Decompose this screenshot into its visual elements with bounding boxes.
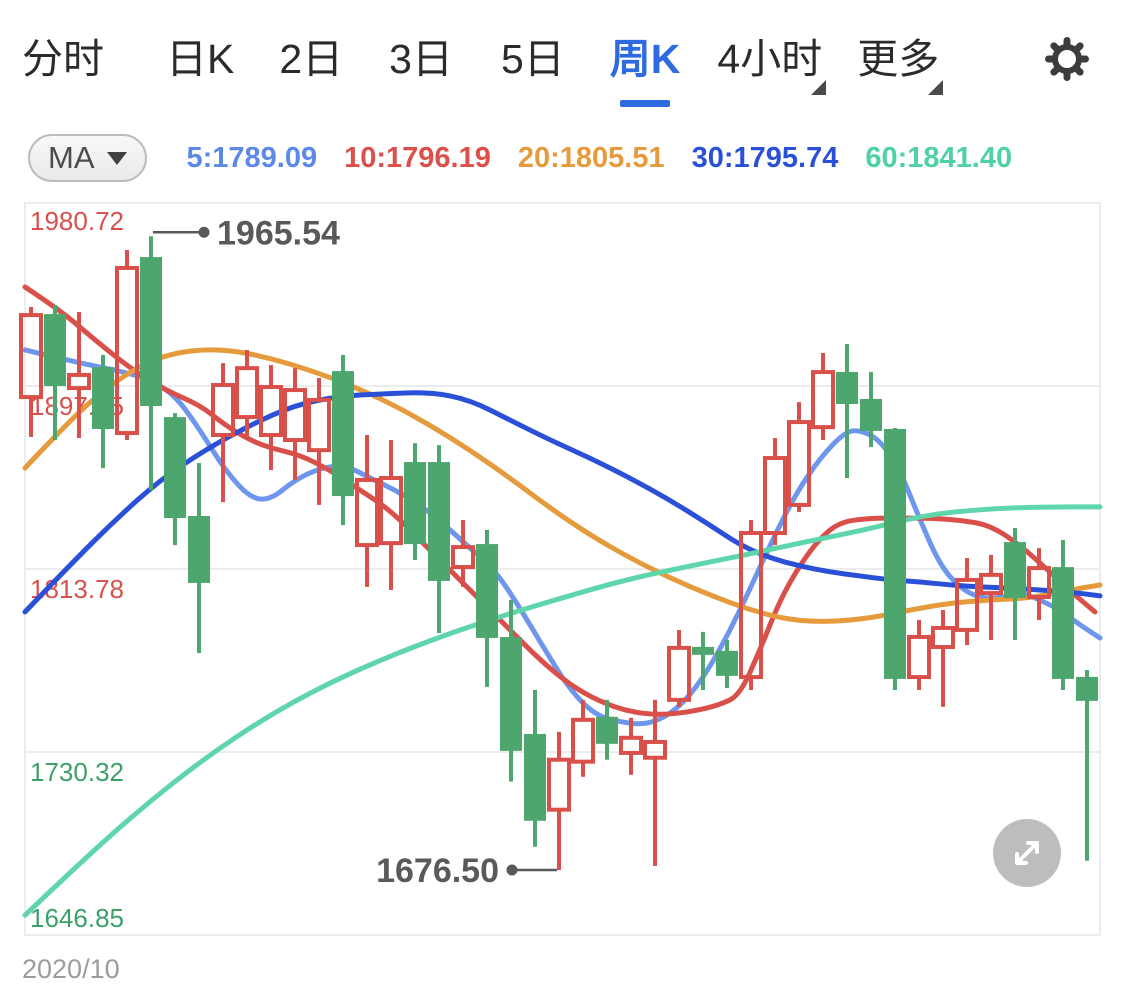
candle-body-up bbox=[283, 388, 307, 443]
high-annotation-label: 1965.54 bbox=[217, 214, 340, 252]
caret-down-icon bbox=[106, 151, 127, 165]
candle-body-down bbox=[1052, 567, 1074, 679]
chart-period-tabs: 分时 日K 2日 3日 5日 周K 4小时 更多 bbox=[0, 0, 1125, 118]
candle-body-down bbox=[692, 646, 714, 655]
candle-body-up bbox=[979, 572, 1003, 596]
candle-body-down bbox=[44, 314, 66, 387]
candle-body-up bbox=[379, 475, 403, 546]
ma20-line bbox=[22, 347, 1103, 624]
tab-minute[interactable]: 分时 bbox=[22, 31, 104, 87]
candle-body-down bbox=[164, 417, 186, 519]
candle-body-up bbox=[451, 545, 475, 569]
tab-label: 3日 bbox=[389, 36, 453, 82]
candle-body-down bbox=[500, 637, 522, 751]
candle-body-up bbox=[211, 383, 235, 438]
ma30-value: 30:1795.74 bbox=[691, 141, 839, 174]
expand-arrows-icon bbox=[1015, 841, 1039, 865]
tab-label: 5日 bbox=[500, 36, 565, 82]
tab-label: 更多 bbox=[857, 36, 940, 82]
tab-3day[interactable]: 3日 bbox=[389, 31, 453, 87]
candle-body-up bbox=[931, 625, 955, 650]
candle-body-up bbox=[307, 397, 331, 453]
tab-5day[interactable]: 5日 bbox=[501, 31, 565, 87]
tab-label: 日K bbox=[166, 36, 235, 82]
candle-body-up bbox=[955, 577, 979, 632]
ma5-value: 5:1789.09 bbox=[186, 141, 318, 174]
candle-body-up bbox=[619, 735, 643, 755]
candle-body-down bbox=[476, 544, 498, 638]
candle-body-down bbox=[716, 650, 738, 676]
low-annotation-label: 1676.50 bbox=[376, 852, 499, 890]
gear-icon bbox=[1045, 37, 1089, 81]
y-axis-label: 1980.72 bbox=[30, 206, 124, 236]
ma-indicator-bar: MA 5:1789.09 10:1796.19 20:1805.51 30:17… bbox=[0, 130, 1125, 186]
candle-body-up bbox=[235, 366, 259, 420]
candle-body-down bbox=[404, 462, 426, 545]
y-axis-label: 1730.32 bbox=[30, 757, 124, 787]
candle-body-up bbox=[571, 717, 595, 764]
ma10-value: 10:1796.19 bbox=[344, 141, 491, 174]
candle-body-down bbox=[836, 371, 858, 404]
expand-chart-button[interactable] bbox=[993, 819, 1061, 887]
tab-4hour[interactable]: 4小时 bbox=[717, 31, 827, 95]
ma5-line bbox=[22, 347, 1103, 727]
ma-selector-label: MA bbox=[48, 140, 95, 175]
ma-selector-button[interactable]: MA bbox=[28, 134, 147, 182]
candle-body-down bbox=[524, 733, 546, 821]
dropdown-corner-icon bbox=[928, 80, 944, 95]
tab-more[interactable]: 更多 bbox=[857, 31, 944, 95]
candle-body-up bbox=[259, 384, 283, 438]
candle-body-down bbox=[860, 398, 882, 431]
tab-label: 4小时 bbox=[717, 36, 823, 82]
candle-body-down bbox=[140, 257, 162, 406]
active-tab-underline bbox=[620, 100, 671, 107]
dropdown-corner-icon bbox=[811, 80, 827, 95]
tab-weekly-k[interactable]: 周K bbox=[609, 31, 681, 107]
ma30-line bbox=[22, 390, 1103, 615]
high-annotation-dot bbox=[198, 226, 210, 238]
tab-2day[interactable]: 2日 bbox=[279, 31, 343, 87]
low-annotation-dot bbox=[506, 864, 518, 876]
candle-body-up bbox=[355, 477, 379, 548]
candle-body-down bbox=[884, 428, 906, 679]
candle-body-down bbox=[428, 462, 450, 581]
candle-body-up bbox=[1027, 566, 1051, 600]
candle-body-down bbox=[1004, 542, 1026, 599]
tab-label: 周K bbox=[609, 36, 681, 82]
candle-body-up bbox=[787, 420, 811, 507]
candle-body-down bbox=[188, 516, 210, 583]
candle-body-up bbox=[907, 634, 931, 680]
settings-button[interactable] bbox=[1043, 35, 1091, 83]
candle-body-up bbox=[811, 370, 835, 430]
candle-body-up bbox=[667, 645, 691, 702]
candle-body-down bbox=[332, 371, 354, 497]
tab-daily-k[interactable]: 日K bbox=[166, 31, 234, 87]
candle-body-down bbox=[1076, 676, 1098, 701]
tab-label: 2日 bbox=[279, 36, 344, 82]
candle-body-up bbox=[19, 313, 43, 400]
tab-label: 分时 bbox=[22, 36, 104, 82]
candle-body-up bbox=[115, 265, 139, 436]
candle-body-down bbox=[92, 367, 114, 429]
candle-body-up bbox=[643, 739, 667, 760]
ma20-value: 20:1805.51 bbox=[517, 141, 665, 174]
candle-body-up bbox=[763, 456, 787, 536]
candle-body-up bbox=[739, 531, 763, 680]
candle-body-up bbox=[547, 757, 571, 812]
candle-body-up bbox=[67, 372, 91, 391]
ma60-value: 60:1841.40 bbox=[865, 141, 1013, 174]
y-axis-label: 1646.85 bbox=[30, 903, 124, 933]
candle-body-down bbox=[596, 716, 618, 744]
x-axis-date-label: 2020/10 bbox=[22, 954, 120, 984]
